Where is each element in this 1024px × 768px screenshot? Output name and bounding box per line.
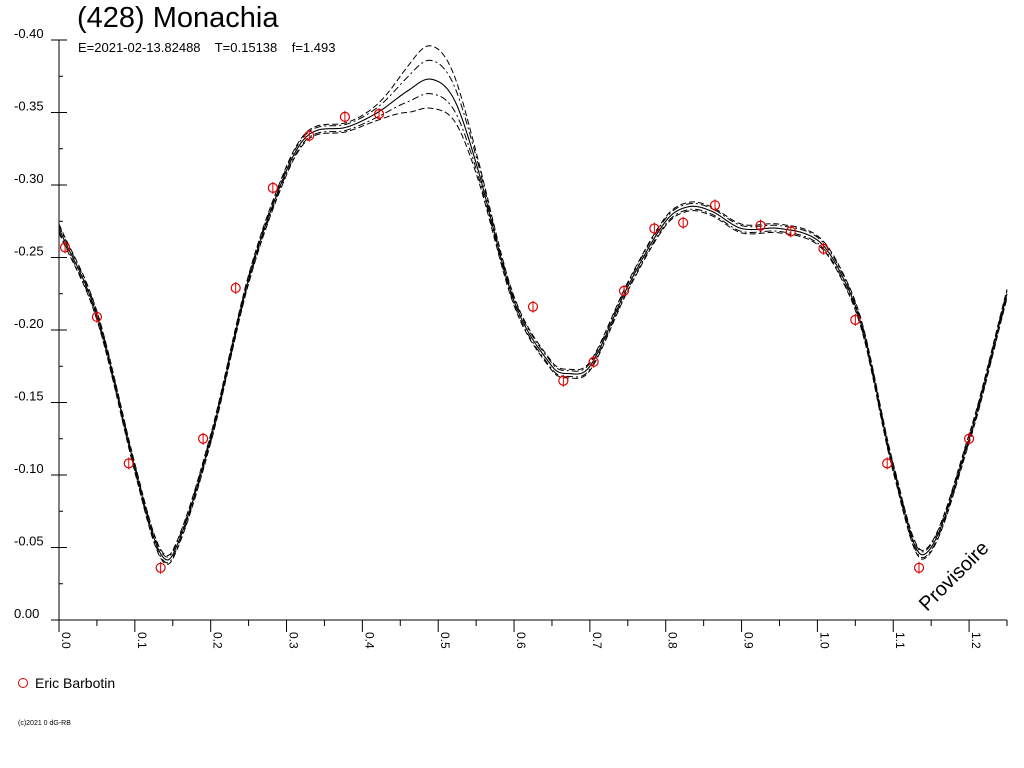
y-tick-label: 0.00	[14, 606, 39, 621]
legend-label: Eric Barbotin	[35, 675, 116, 691]
fit-curve-main	[58, 78, 1008, 561]
y-tick-label: -0.15	[14, 389, 44, 404]
y-tick-label: -0.35	[14, 99, 44, 114]
x-tick-label: 1.0	[817, 632, 831, 649]
chart-subtitle: E=2021-02-13.82488 T=0.15138 f=1.493	[78, 40, 336, 55]
x-tick-label: 1.2	[969, 632, 983, 649]
fit-curve-band	[58, 107, 1008, 565]
fit-curve-band	[58, 59, 1008, 558]
x-tick-label: 0.4	[362, 632, 376, 649]
fit-curve-band	[58, 92, 1008, 564]
y-tick-label: -0.25	[14, 244, 44, 259]
x-tick-label: 0.0	[59, 632, 73, 649]
x-tick-label: 0.9	[742, 632, 756, 649]
x-tick-label: 1.1	[893, 632, 907, 649]
x-tick-label: 0.1	[135, 632, 149, 649]
y-tick-label: -0.30	[14, 171, 44, 186]
fit-curve-band	[58, 45, 1008, 557]
data-points	[59, 107, 975, 574]
y-tick-label: -0.20	[14, 316, 44, 331]
fit-curves	[58, 45, 1008, 565]
x-tick-label: 0.7	[590, 632, 604, 649]
y-tick-label: -0.10	[14, 461, 44, 476]
x-tick-label: 0.8	[666, 632, 680, 649]
x-tick-label: 0.6	[514, 632, 528, 649]
x-tick-label: 0.5	[438, 632, 452, 649]
chart-title: (428) Monachia	[77, 2, 279, 34]
copyright-note: (c)2021 0 dG-RB	[18, 720, 71, 727]
x-tick-label: 0.2	[211, 632, 225, 649]
axes: 0.00 -0.05 -0.10 -0.15 -0.20 -0.25 -0.30 -0.35 -…	[14, 26, 1008, 649]
legend-marker-icon	[18, 678, 28, 688]
y-tick-label: -0.40	[14, 26, 44, 41]
x-tick-label: 0.3	[287, 632, 301, 649]
legend: Eric Barbotin	[18, 675, 115, 691]
y-tick-label: -0.05	[14, 534, 44, 549]
